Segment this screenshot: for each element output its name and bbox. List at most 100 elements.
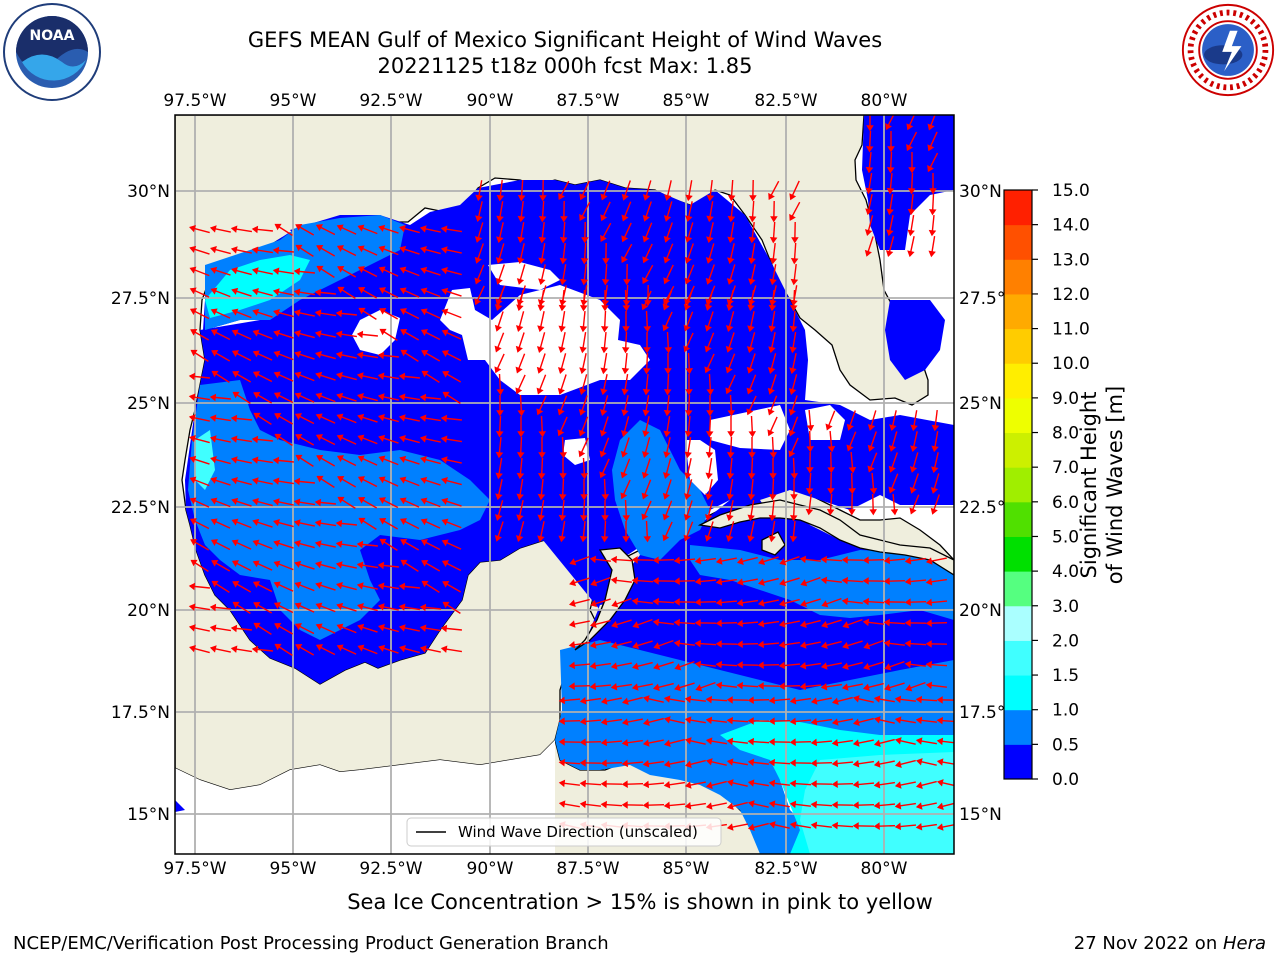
wave-arrow-head: [357, 434, 365, 442]
wave-arrow-head: [378, 644, 386, 652]
wave-arrow-head: [600, 800, 607, 809]
wave-arrow-head: [356, 582, 364, 590]
wave-arrow-head: [663, 215, 672, 222]
colorbar-tick-label: 0.5: [1052, 735, 1079, 755]
wave-arrow-head: [210, 518, 218, 526]
wave-arrow-head: [399, 497, 407, 505]
wave-arrow-head: [727, 431, 735, 438]
wave-arrow-head: [894, 802, 902, 810]
wave-arrow-head: [441, 497, 449, 505]
wave-arrow-head: [294, 623, 303, 630]
wave-arrow-head: [831, 739, 839, 747]
wave-arrow-head: [674, 684, 682, 692]
wave-arrow-head: [748, 823, 755, 831]
wave-arrow-head: [748, 278, 756, 285]
wave-arrow-head: [494, 345, 502, 353]
wave-arrow-head: [937, 779, 944, 787]
wave-arrow-head: [643, 347, 651, 354]
noaa-logo-text: NOAA: [30, 28, 75, 44]
wave-arrow-head: [623, 279, 631, 286]
wave-arrow-head: [231, 308, 239, 316]
wave-arrow-head: [869, 488, 878, 495]
wave-arrow-head: [664, 739, 671, 747]
wave-arrow-head: [715, 660, 722, 669]
wave-arrow-head: [622, 697, 629, 705]
wave-arrow-head: [474, 236, 483, 243]
wave-arrow-head: [252, 497, 259, 506]
wave-arrow-head: [274, 643, 282, 651]
wave-arrow-head: [378, 434, 386, 442]
wave-arrow-head: [419, 603, 427, 612]
wave-arrow-head: [915, 716, 923, 725]
wave-arrow-head: [273, 350, 281, 358]
sea-ice-note: Sea Ice Concentration > 15% is shown in …: [347, 890, 933, 914]
wave-height-field: [175, 115, 954, 854]
wave-arrow-head: [909, 507, 917, 515]
wave-arrow-head: [705, 472, 713, 480]
wave-arrow-head: [664, 194, 672, 201]
wave-arrow-head: [789, 697, 797, 705]
wave-arrow-head: [211, 350, 219, 357]
wave-arrow-head: [673, 598, 680, 606]
wave-arrow-head: [599, 429, 607, 437]
wave-arrow-head: [841, 576, 848, 585]
wave-arrow-head: [441, 539, 449, 547]
wave-arrow-head: [727, 410, 736, 417]
wave-arrow-head: [315, 623, 323, 631]
wave-arrow-head: [621, 801, 628, 809]
wave-arrow-head: [398, 372, 406, 381]
wave-arrow-head: [867, 444, 875, 452]
wave-arrow-head: [767, 408, 775, 416]
wave-arrow-head: [789, 346, 797, 354]
wave-arrow-head: [496, 410, 504, 417]
wave-arrow-head: [537, 304, 545, 312]
wave-arrow-head: [579, 738, 586, 746]
wave-arrow-head: [251, 225, 259, 234]
wave-arrow-head: [726, 716, 733, 725]
wave-arrow-head: [852, 739, 860, 747]
wave-arrow-head: [188, 603, 196, 611]
wave-arrow-head: [294, 392, 302, 400]
wave-arrow-head: [251, 456, 259, 464]
wave-arrow-head: [727, 215, 736, 223]
wave-arrow-head: [704, 534, 712, 542]
wave-arrow-head: [704, 514, 713, 521]
wave-arrow-head: [400, 559, 408, 567]
wave-arrow-head: [769, 473, 777, 480]
wave-arrow-head: [559, 452, 568, 459]
wave-arrow-head: [516, 304, 524, 312]
wave-arrow-head: [600, 214, 608, 222]
wave-arrow-head: [314, 288, 322, 297]
footer-date-text: 27 Nov 2022 on: [1073, 933, 1223, 954]
wave-arrow-head: [683, 534, 691, 542]
wave-arrow-head: [578, 388, 587, 395]
wave-arrow-head: [316, 475, 324, 483]
wave-arrow-head: [419, 414, 427, 422]
wave-arrow-head: [663, 451, 671, 459]
wave-arrow-head: [188, 414, 196, 422]
wave-arrow-head: [252, 560, 260, 568]
wave-arrow-head: [378, 287, 387, 294]
wave-arrow-head: [231, 350, 240, 357]
wave-arrow-head: [925, 619, 932, 627]
wave-arrow-head: [768, 535, 776, 543]
wave-arrow-head: [715, 640, 722, 648]
wave-arrow-head: [936, 823, 944, 831]
wave-arrow-head: [335, 330, 343, 338]
wave-arrow-head: [915, 823, 923, 831]
wave-arrow-head: [831, 718, 839, 726]
wave-arrow-head: [589, 682, 596, 691]
wave-arrow-head: [725, 366, 733, 374]
wave-arrow-head: [790, 278, 799, 286]
wave-arrow-head: [916, 781, 923, 789]
wave-arrow-head: [440, 645, 448, 653]
wave-arrow-head: [862, 577, 869, 585]
chart-title: GEFS MEAN Gulf of Mexico Significant Hei…: [247, 28, 883, 52]
wave-arrow-head: [884, 684, 892, 692]
wave-arrow-head: [662, 513, 670, 521]
wave-arrow-head: [869, 509, 877, 516]
wave-arrow-head: [537, 473, 546, 480]
wave-arrow-head: [848, 488, 856, 495]
colorbar-tick-label: 12.0: [1052, 285, 1090, 305]
wave-arrow-head: [441, 476, 448, 485]
